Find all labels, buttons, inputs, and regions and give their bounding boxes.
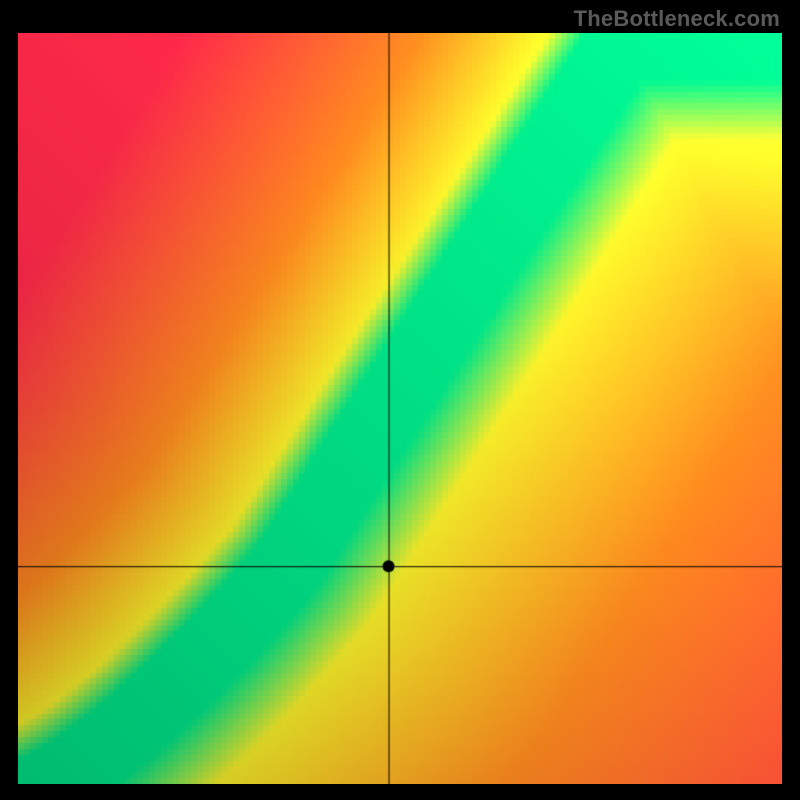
plot-area [18,33,782,784]
heatmap-canvas [18,33,782,784]
watermark-text: TheBottleneck.com [574,6,780,32]
chart-container: TheBottleneck.com [0,0,800,800]
